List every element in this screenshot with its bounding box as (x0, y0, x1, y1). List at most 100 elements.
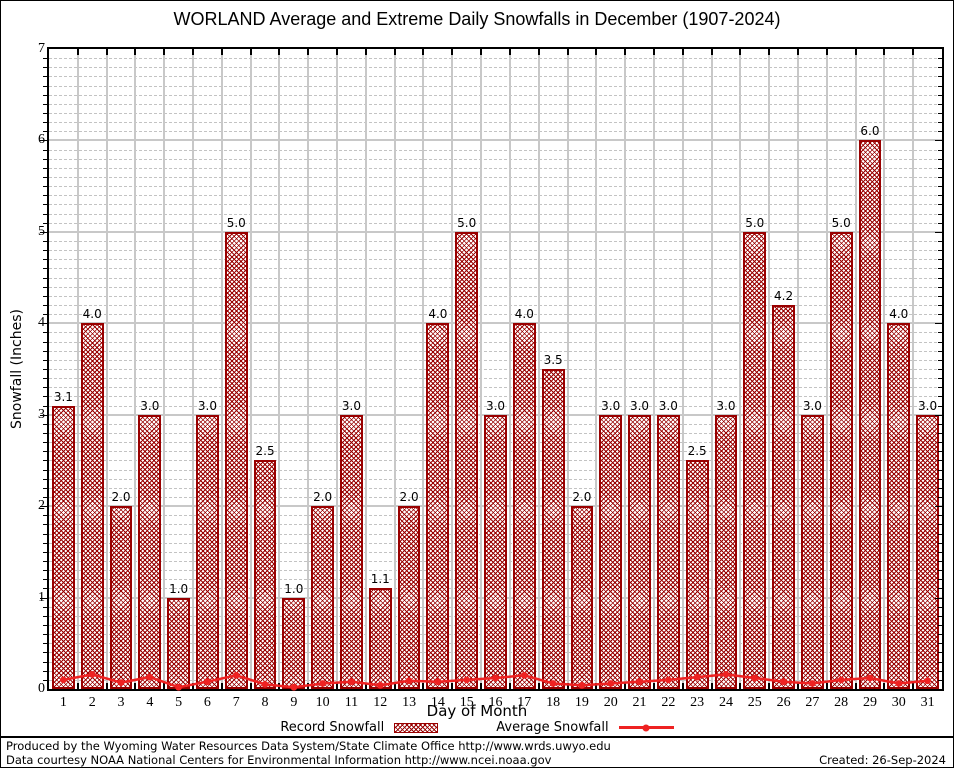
gridline (49, 332, 942, 334)
tick-mark (938, 158, 942, 160)
gridline (49, 85, 942, 87)
tick-mark (40, 231, 47, 233)
tick-mark (938, 341, 942, 343)
gridline (49, 359, 942, 361)
gridline (49, 167, 942, 169)
x-tick-label: 30 (891, 695, 906, 710)
tick-mark (938, 369, 942, 370)
tick-mark (393, 49, 396, 55)
tick-mark (43, 478, 47, 480)
tick-mark (938, 588, 942, 590)
tick-mark (938, 58, 942, 60)
record-bar-day-8 (253, 460, 277, 689)
tick-mark (43, 259, 47, 261)
footer-credit-1: Produced by the Wyoming Water Resources … (6, 739, 611, 753)
y-tick-label: 7 (38, 41, 45, 56)
tick-mark (40, 506, 47, 508)
tick-mark (566, 683, 569, 689)
tick-mark (192, 683, 195, 689)
record-bar-day-22 (656, 414, 680, 689)
gridline (451, 49, 454, 689)
gridline (49, 113, 942, 114)
bar-value-label: 2.0 (572, 490, 592, 505)
tick-mark (739, 683, 742, 689)
tick-mark (43, 387, 47, 389)
x-tick-label: 8 (261, 695, 269, 710)
tick-mark (537, 49, 540, 55)
x-axis-title: Day of Month (426, 702, 528, 720)
tick-mark (938, 350, 942, 352)
tick-mark (43, 451, 47, 453)
tick-mark (43, 286, 47, 288)
average-marker (261, 681, 269, 688)
tick-mark (43, 167, 47, 169)
average-marker (722, 671, 730, 678)
gridline (49, 295, 942, 297)
legend-average-label: Average Snowfall (496, 720, 609, 735)
average-marker (232, 671, 240, 679)
average-marker (809, 680, 816, 687)
x-tick-label: 25 (747, 695, 762, 710)
tick-mark (43, 341, 47, 343)
tick-mark (43, 268, 47, 270)
x-tick-label: 4 (146, 695, 154, 710)
tick-mark (278, 49, 281, 55)
y-tick-label: 2 (15, 498, 45, 514)
tick-mark (43, 305, 47, 306)
tick-mark (938, 570, 942, 572)
gridline (480, 49, 483, 689)
average-marker (146, 673, 154, 681)
x-tick-label: 11 (344, 695, 359, 710)
x-tick-label: 27 (805, 695, 820, 710)
tick-mark (938, 423, 942, 425)
tick-mark (938, 606, 942, 608)
tick-mark (43, 615, 47, 617)
gridline (49, 396, 942, 398)
tick-mark (76, 49, 79, 55)
tick-mark (43, 122, 47, 124)
x-tick-label: 31 (920, 695, 935, 710)
bar-value-label: 4.0 (889, 307, 909, 322)
bar-value-label: 3.0 (918, 398, 938, 413)
gridline (249, 49, 252, 689)
tick-mark (938, 222, 942, 224)
tick-mark (825, 683, 828, 689)
tick-mark (105, 49, 108, 55)
gridline (49, 94, 942, 96)
gridline (49, 277, 942, 279)
tick-mark (43, 177, 47, 178)
gridline (49, 350, 942, 352)
gridline (854, 49, 857, 689)
bar-value-label: 3.0 (658, 398, 678, 413)
tick-mark (43, 433, 47, 434)
gridline (49, 158, 942, 160)
tick-mark (43, 625, 47, 626)
record-bar-day-2 (80, 323, 104, 689)
record-bar-day-19 (570, 506, 594, 689)
tick-mark (422, 49, 425, 55)
record-bar-day-13 (397, 506, 421, 689)
tick-mark (938, 487, 942, 489)
gridline (49, 405, 942, 407)
tick-mark (796, 683, 799, 689)
tick-mark (43, 570, 47, 572)
average-marker (607, 680, 615, 687)
average-marker (780, 678, 787, 686)
tick-mark (768, 49, 771, 55)
bar-value-label: 2.0 (313, 490, 333, 505)
gridline (49, 322, 942, 325)
average-snowfall-line-icon (618, 726, 674, 729)
x-tick-label: 26 (776, 695, 791, 710)
tick-mark (710, 49, 713, 55)
tick-mark (43, 277, 47, 279)
x-tick-label: 17 (517, 695, 532, 710)
tick-mark (43, 551, 47, 553)
gridline (49, 76, 942, 78)
record-bar-day-15 (455, 231, 479, 689)
gridline (49, 67, 942, 69)
plot-inner: 3.1 4.0 2.0 3.0 1.0 3.0 5.0 2.5 1.0 2.0 3.0 1.1 2.0 4… (40, 49, 942, 691)
bar-value-label: 1.1 (370, 572, 390, 587)
tick-mark (938, 515, 942, 517)
tick-mark (624, 683, 627, 689)
tick-mark (364, 49, 367, 55)
